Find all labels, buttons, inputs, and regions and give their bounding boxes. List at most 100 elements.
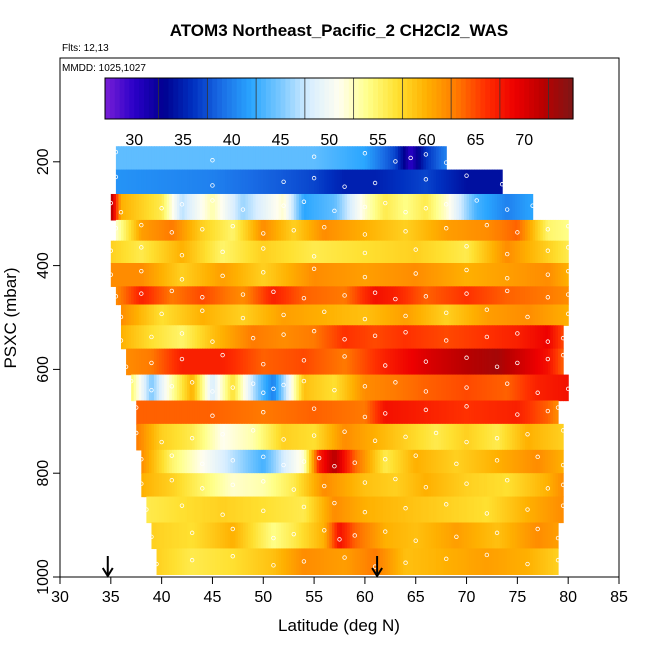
heatmap-cell xyxy=(301,522,305,550)
heatmap-cell xyxy=(469,193,473,221)
heatmap-cell xyxy=(552,423,557,451)
heatmap-cell xyxy=(540,219,544,242)
heatmap-cell xyxy=(189,400,193,425)
heatmap-cell xyxy=(504,325,508,350)
heatmap-cell xyxy=(296,304,300,326)
heatmap-cell xyxy=(286,374,290,402)
heatmap-cell xyxy=(499,400,503,425)
heatmap-cell xyxy=(489,400,493,425)
heatmap-cell xyxy=(197,374,201,402)
heatmap-cell xyxy=(491,240,496,264)
heatmap-cell xyxy=(326,240,330,264)
heatmap-cell xyxy=(118,263,122,287)
heatmap-cell xyxy=(133,263,137,287)
heatmap-cell xyxy=(397,286,402,306)
heatmap-cell xyxy=(133,219,137,242)
heatmap-cell xyxy=(301,423,305,451)
heatmap-cell xyxy=(197,496,201,524)
heatmap-cell xyxy=(507,286,511,306)
heatmap-cell xyxy=(197,400,201,425)
heatmap-cell xyxy=(220,374,224,402)
heatmap-cell xyxy=(286,496,290,524)
heatmap-cell xyxy=(291,193,295,221)
heatmap-cell xyxy=(563,263,567,287)
heatmap-cell xyxy=(288,423,292,451)
heatmap-cell xyxy=(245,263,249,287)
heatmap-cell xyxy=(179,374,183,402)
sample-point xyxy=(403,560,408,565)
heatmap-cell xyxy=(184,219,188,242)
heatmap-cell xyxy=(522,286,526,306)
heatmap-cell xyxy=(311,400,315,425)
heatmap-cell xyxy=(209,286,214,306)
heatmap-cell xyxy=(420,374,424,402)
heatmap-cell xyxy=(131,169,135,195)
heatmap-cell xyxy=(148,348,153,376)
heatmap-cell xyxy=(392,263,396,287)
heatmap-cell xyxy=(245,146,249,171)
heatmap-cell xyxy=(380,193,384,221)
heatmap-cell xyxy=(171,304,175,326)
heatmap-cell xyxy=(275,219,280,242)
heatmap-cell xyxy=(151,219,155,242)
sample-point xyxy=(261,390,266,395)
heatmap-cell xyxy=(245,449,249,474)
heatmap-cell xyxy=(232,219,236,242)
heatmap-cell xyxy=(420,449,424,474)
heatmap-cell xyxy=(174,548,178,575)
heatmap-cell xyxy=(242,169,247,195)
heatmap-cell xyxy=(369,193,374,221)
heatmap-cell xyxy=(382,473,386,498)
heatmap-cell xyxy=(288,286,292,306)
heatmap-cell xyxy=(392,304,396,326)
heatmap-cell xyxy=(260,473,264,498)
heatmap-cell xyxy=(204,146,208,171)
heatmap-cell xyxy=(138,423,142,451)
heatmap-cell xyxy=(314,374,318,402)
heatmap-cell xyxy=(405,193,409,221)
heatmap-cell xyxy=(354,473,358,498)
heatmap-cell xyxy=(166,348,170,376)
heatmap-cell xyxy=(537,325,541,350)
heatmap-cell xyxy=(471,423,475,451)
heatmap-cell xyxy=(171,146,175,171)
heatmap-cell xyxy=(448,449,452,474)
heatmap-cell xyxy=(443,400,447,425)
heatmap-cell xyxy=(311,263,315,287)
heatmap-cell xyxy=(115,240,120,264)
heatmap-cell xyxy=(474,304,478,326)
colorbar-tick-label: 35 xyxy=(174,132,192,149)
heatmap-cell xyxy=(192,169,196,195)
heatmap-cell xyxy=(151,286,155,306)
heatmap-cell xyxy=(303,286,308,306)
heatmap-cell xyxy=(253,473,257,498)
sample-point xyxy=(261,246,266,251)
sample-point xyxy=(560,335,566,341)
heatmap-cell xyxy=(240,240,244,264)
heatmap-cell xyxy=(311,496,315,524)
heatmap-cell xyxy=(326,219,330,242)
heatmap-cell xyxy=(248,423,252,451)
heatmap-cell xyxy=(265,348,269,376)
heatmap-cell xyxy=(270,449,275,474)
heatmap-cell xyxy=(530,325,534,350)
heatmap-cell xyxy=(268,548,272,575)
heatmap-cell xyxy=(166,219,170,242)
heatmap-cell xyxy=(367,325,371,350)
heatmap-cell xyxy=(281,522,285,550)
heatmap-cell xyxy=(403,400,407,425)
heatmap-cell xyxy=(430,193,435,221)
heatmap-cell xyxy=(237,325,241,350)
heatmap-cell xyxy=(428,325,432,350)
heatmap-cell xyxy=(329,240,333,264)
heatmap-cell xyxy=(555,263,559,287)
x-tick-label: 45 xyxy=(204,589,222,606)
heatmap-cell xyxy=(364,496,369,524)
heatmap-cell xyxy=(430,449,435,474)
heatmap-cell xyxy=(171,449,175,474)
heatmap-cell xyxy=(499,193,503,221)
heatmap-cell xyxy=(136,240,140,264)
heatmap-cell xyxy=(446,522,450,550)
heatmap-cell xyxy=(392,522,396,550)
heatmap-cell xyxy=(255,219,259,242)
